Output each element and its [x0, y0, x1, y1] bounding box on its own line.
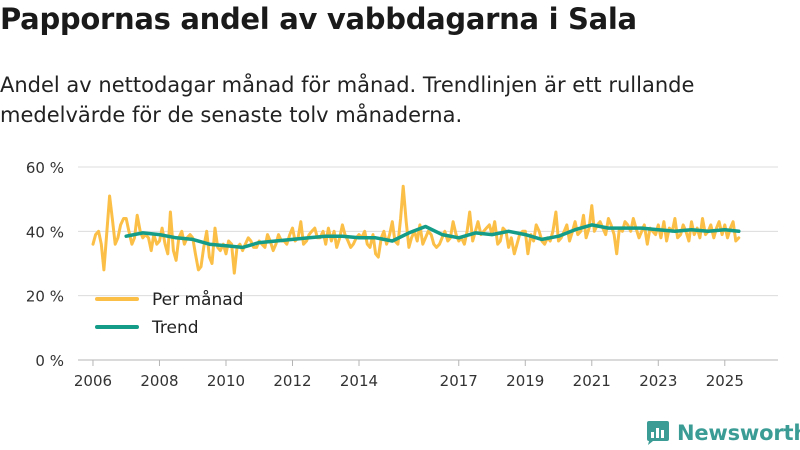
series-line-trend [124, 223, 741, 250]
legend-label: Per månad [152, 289, 243, 310]
x-tick-label: 2019 [506, 372, 544, 390]
chart-title: Pappornas andel av vabbdagarna i Sala [0, 2, 637, 36]
y-tick-label: 20 % [26, 288, 64, 306]
x-tick-label: 2025 [706, 372, 744, 390]
x-tick-label: 2017 [440, 372, 478, 390]
brand-name: Newsworthy [677, 421, 800, 445]
x-tick-label: 2023 [639, 372, 677, 390]
x-tick-label: 2008 [140, 372, 178, 390]
x-tick-label: 2021 [573, 372, 611, 390]
x-tick-label: 2006 [74, 372, 112, 390]
x-tick-label: 2012 [273, 372, 311, 390]
x-tick-label: 2010 [207, 372, 245, 390]
y-tick-label: 60 % [26, 159, 64, 177]
y-tick-label: 0 % [35, 352, 64, 370]
legend-label: Trend [151, 318, 199, 338]
brand-logo: Newsworthy [645, 418, 800, 448]
y-tick-label: 40 % [26, 223, 64, 241]
newsworthy-logo-icon [647, 421, 669, 445]
chart-subtitle: Andel av nettodagar månad för månad. Tre… [0, 73, 695, 127]
x-tick-label: 2014 [340, 372, 378, 390]
